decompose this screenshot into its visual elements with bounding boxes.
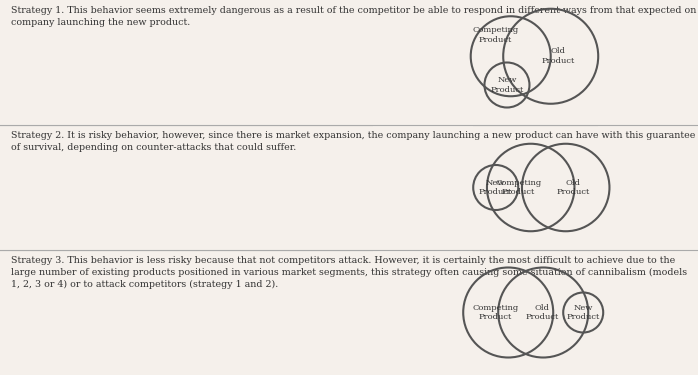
Text: Strategy 1. This behavior seems extremely dangerous as a result of the competito: Strategy 1. This behavior seems extremel…	[11, 6, 697, 27]
Text: New
Product: New Product	[567, 304, 600, 321]
Text: Competing
Product: Competing Product	[473, 26, 519, 44]
Text: Strategy 3. This behavior is less risky because that not competitors attack. How: Strategy 3. This behavior is less risky …	[11, 256, 688, 289]
Text: Old
Product: Old Product	[556, 178, 590, 196]
Text: Competing
Product: Competing Product	[473, 304, 519, 321]
Text: New
Product: New Product	[490, 76, 524, 94]
Text: Strategy 2. It is risky behavior, however, since there is market expansion, the : Strategy 2. It is risky behavior, howeve…	[11, 131, 696, 152]
Text: New
Product: New Product	[479, 178, 512, 196]
Text: Competing
Product: Competing Product	[495, 178, 542, 196]
Text: Old
Product: Old Product	[542, 47, 575, 65]
Text: Old
Product: Old Product	[526, 304, 558, 321]
